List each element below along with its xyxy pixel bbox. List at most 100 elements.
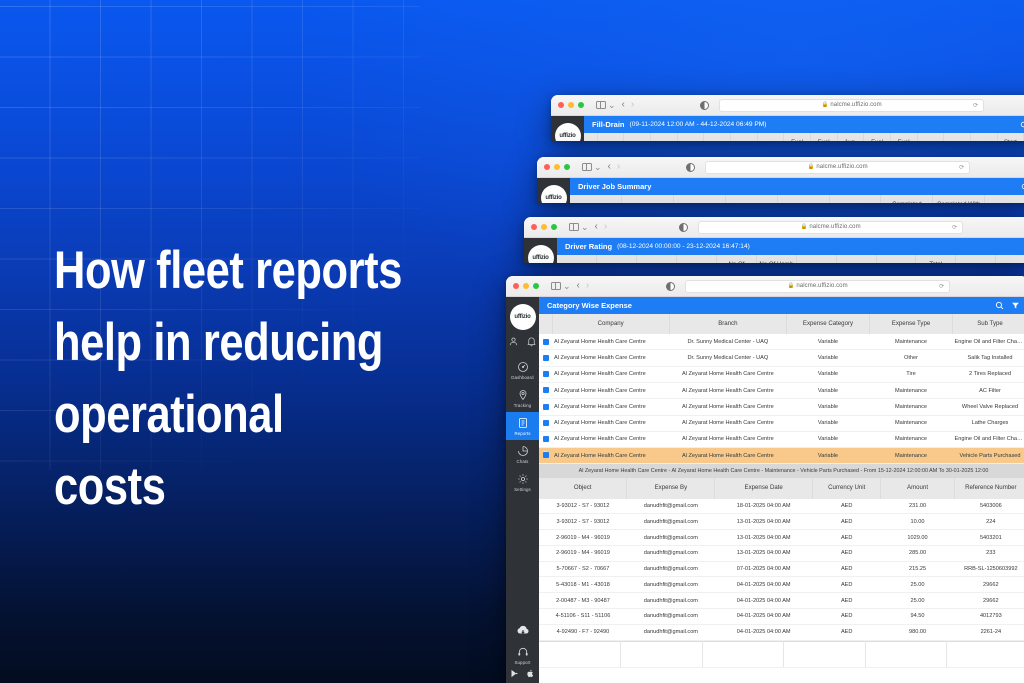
reload-icon[interactable]: ⟳ (952, 224, 958, 231)
sidebar-item-dashboard[interactable]: Dashboard (506, 356, 539, 384)
table-row[interactable]: 4-51106 - S11 - 51106 danudhfit@gmail.com… (539, 608, 1024, 625)
column-header[interactable]: Branch (669, 314, 787, 335)
traffic-lights[interactable] (558, 102, 584, 108)
column-header[interactable]: Expense Date (714, 478, 814, 499)
google-play-icon[interactable] (510, 669, 519, 678)
traffic-lights[interactable] (531, 224, 557, 230)
row-checkbox[interactable] (542, 384, 549, 394)
sidebar-toggle-icon[interactable]: ⌄ (569, 222, 589, 232)
table-row[interactable]: 2-96019 - M4 - 96019 danudhfit@gmail.com 1… (539, 545, 1024, 562)
sidebar-item-reports[interactable]: Reports (506, 412, 539, 440)
close-icon[interactable] (558, 102, 564, 108)
sidebar-item-settings[interactable]: Settings (506, 468, 539, 496)
row-checkbox[interactable] (542, 433, 549, 443)
row-checkbox[interactable] (542, 335, 549, 345)
column-header[interactable]: Total Score (995, 255, 1024, 263)
table-row[interactable]: 3-93012 - S7 - 93012 danudhfit@gmail.com 1… (539, 513, 1024, 531)
apple-store-icon[interactable] (526, 669, 535, 678)
column-header[interactable]: Completed Without Issue (880, 195, 934, 203)
back-icon[interactable]: ‹ (621, 99, 625, 110)
minimize-icon[interactable] (554, 164, 560, 170)
close-icon[interactable] (531, 224, 537, 230)
column-header[interactable]: Fuel Cost Idling (863, 133, 891, 141)
row-select-cell[interactable] (539, 398, 552, 416)
column-header[interactable]: Company (552, 314, 670, 335)
column-header[interactable]: Expense By (626, 478, 716, 499)
filter-icon[interactable] (1011, 301, 1020, 310)
back-icon[interactable]: ‹ (576, 280, 580, 291)
column-header[interactable]: Expense Type (869, 314, 954, 335)
sidebar-item-chats[interactable]: Chats (506, 440, 539, 468)
maximize-icon[interactable] (533, 283, 539, 289)
column-header[interactable]: Drain (970, 133, 998, 141)
row-select-cell[interactable] (539, 415, 552, 432)
column-header[interactable]: Idling (836, 255, 877, 263)
sidebar-item-support[interactable]: Support (506, 641, 539, 669)
window-category-wise-expense[interactable]: ⌄ ‹ › 🔒 nalcme.uffizio.com ⟳ uffizio (506, 276, 1024, 683)
minimize-icon[interactable] (541, 224, 547, 230)
row-checkbox[interactable] (542, 400, 549, 410)
back-icon[interactable]: ‹ (607, 161, 611, 172)
column-header[interactable]: Stop (677, 133, 705, 141)
row-checkbox[interactable] (542, 449, 549, 459)
column-header[interactable]: Idle (650, 133, 678, 141)
column-header[interactable]: Drift (876, 255, 917, 263)
column-header[interactable]: Fuel Consumed Idling (783, 133, 811, 141)
row-checkbox[interactable] (542, 417, 549, 426)
column-header[interactable]: No Of Speeding (716, 255, 757, 263)
column-header[interactable]: Company (570, 195, 623, 203)
column-header[interactable]: Currency Unit (812, 478, 882, 499)
minimize-icon[interactable] (568, 102, 574, 108)
select-all-header[interactable] (539, 314, 553, 335)
column-header[interactable]: Inactive (703, 133, 731, 141)
column-header[interactable]: Object (539, 478, 628, 499)
column-header[interactable]: Total Violations (915, 255, 957, 263)
user-icon[interactable] (508, 336, 519, 347)
column-header[interactable]: Driver (596, 255, 638, 263)
column-header[interactable]: Distance (725, 195, 778, 203)
search-icon[interactable] (1020, 121, 1024, 129)
column-header[interactable]: Company (557, 255, 598, 263)
column-header[interactable]: No Of Idling (796, 255, 837, 263)
column-header[interactable]: Failed (984, 195, 1024, 203)
window-driver-rating[interactable]: ⌄ ‹ › 🔒 nalcme.uffizio.com ⟳ uffizio Dri… (524, 217, 1024, 263)
column-header[interactable]: Fuel Cost Total (890, 133, 918, 141)
reader-contrast-icon[interactable] (666, 281, 676, 291)
window-fill-drain[interactable]: ⌄ ‹ › 🔒 nalcme.uffizio.com ⟳ uffizio Fil… (551, 95, 1024, 141)
sidebar-toggle-icon[interactable]: ⌄ (551, 281, 571, 291)
maximize-icon[interactable] (564, 164, 570, 170)
maximize-icon[interactable] (578, 102, 584, 108)
table-row[interactable]: 4-92490 - F7 - 92490 danudhfit@gmail.com 0… (539, 624, 1024, 641)
column-header[interactable]: Distance (757, 133, 785, 141)
column-header[interactable]: Completed With Issue (932, 195, 986, 203)
column-header[interactable]: Object (597, 133, 625, 141)
column-header[interactable]: Driver (673, 195, 726, 203)
forward-icon[interactable]: › (585, 280, 590, 291)
window-driver-job-summary[interactable]: ⌄ ‹ › 🔒 nalcme.uffizio.com ⟳ uffizio Dri… (537, 157, 1024, 203)
traffic-lights[interactable] (544, 164, 570, 170)
row-checkbox[interactable] (542, 368, 549, 378)
column-header[interactable]: Start Fuel Level (997, 133, 1024, 141)
column-header[interactable]: Sub Type (952, 314, 1024, 335)
row-select-cell[interactable] (539, 382, 552, 400)
search-icon[interactable] (995, 301, 1004, 310)
sidebar-toggle-icon[interactable]: ⌄ (582, 162, 602, 172)
row-select-cell[interactable] (539, 447, 552, 465)
forward-icon[interactable]: › (630, 99, 635, 110)
table-row[interactable]: 5-70667 - S2 - 70667 danudhfit@gmail.com 0… (539, 561, 1024, 578)
reader-contrast-icon[interactable] (686, 162, 696, 172)
column-header[interactable]: Fill (943, 133, 971, 141)
column-header[interactable]: Expense Category (786, 314, 871, 335)
reload-icon[interactable]: ⟳ (939, 283, 945, 290)
reader-contrast-icon[interactable] (700, 100, 710, 110)
address-bar[interactable]: 🔒 nalcme.uffizio.com ⟳ (685, 279, 951, 293)
sidebar-item-tracking[interactable]: Tracking (506, 384, 539, 412)
row-select-cell[interactable] (539, 334, 552, 351)
forward-icon[interactable]: › (616, 161, 621, 172)
